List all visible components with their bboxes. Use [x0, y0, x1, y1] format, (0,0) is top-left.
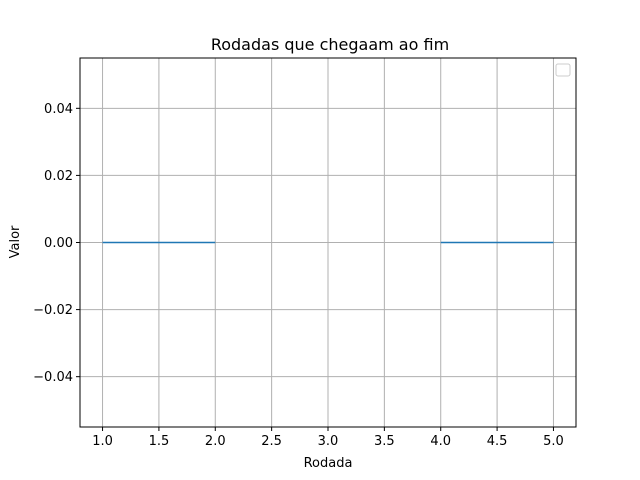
x-tick-label: 1.5 [149, 434, 170, 449]
x-tick-label: 4.5 [487, 434, 508, 449]
x-tick-label: 2.5 [261, 434, 282, 449]
y-tick-label: 0.04 [44, 102, 73, 117]
x-tick-label: 2.0 [205, 434, 226, 449]
y-tick-label: −0.02 [33, 303, 73, 318]
chart-title: Rodadas que chegaam ao fim [211, 35, 449, 54]
y-tick-label: 0.02 [44, 169, 73, 184]
x-axis: 1.0 1.5 2.0 2.5 3.0 3.5 4.0 4.5 5.0 [92, 427, 564, 449]
y-axis: 0.04 0.02 0.00 −0.02 −0.04 [33, 102, 80, 385]
x-tick-label: 5.0 [543, 434, 564, 449]
y-axis-label: Valor [8, 225, 23, 258]
x-tick-label: 3.5 [374, 434, 395, 449]
x-axis-label: Rodada [304, 456, 353, 471]
y-tick-label: −0.04 [33, 370, 73, 385]
legend-box [555, 63, 571, 77]
x-tick-label: 4.0 [430, 434, 451, 449]
y-tick-label: 0.00 [44, 236, 73, 251]
x-tick-label: 3.0 [318, 434, 339, 449]
x-tick-label: 1.0 [92, 434, 113, 449]
